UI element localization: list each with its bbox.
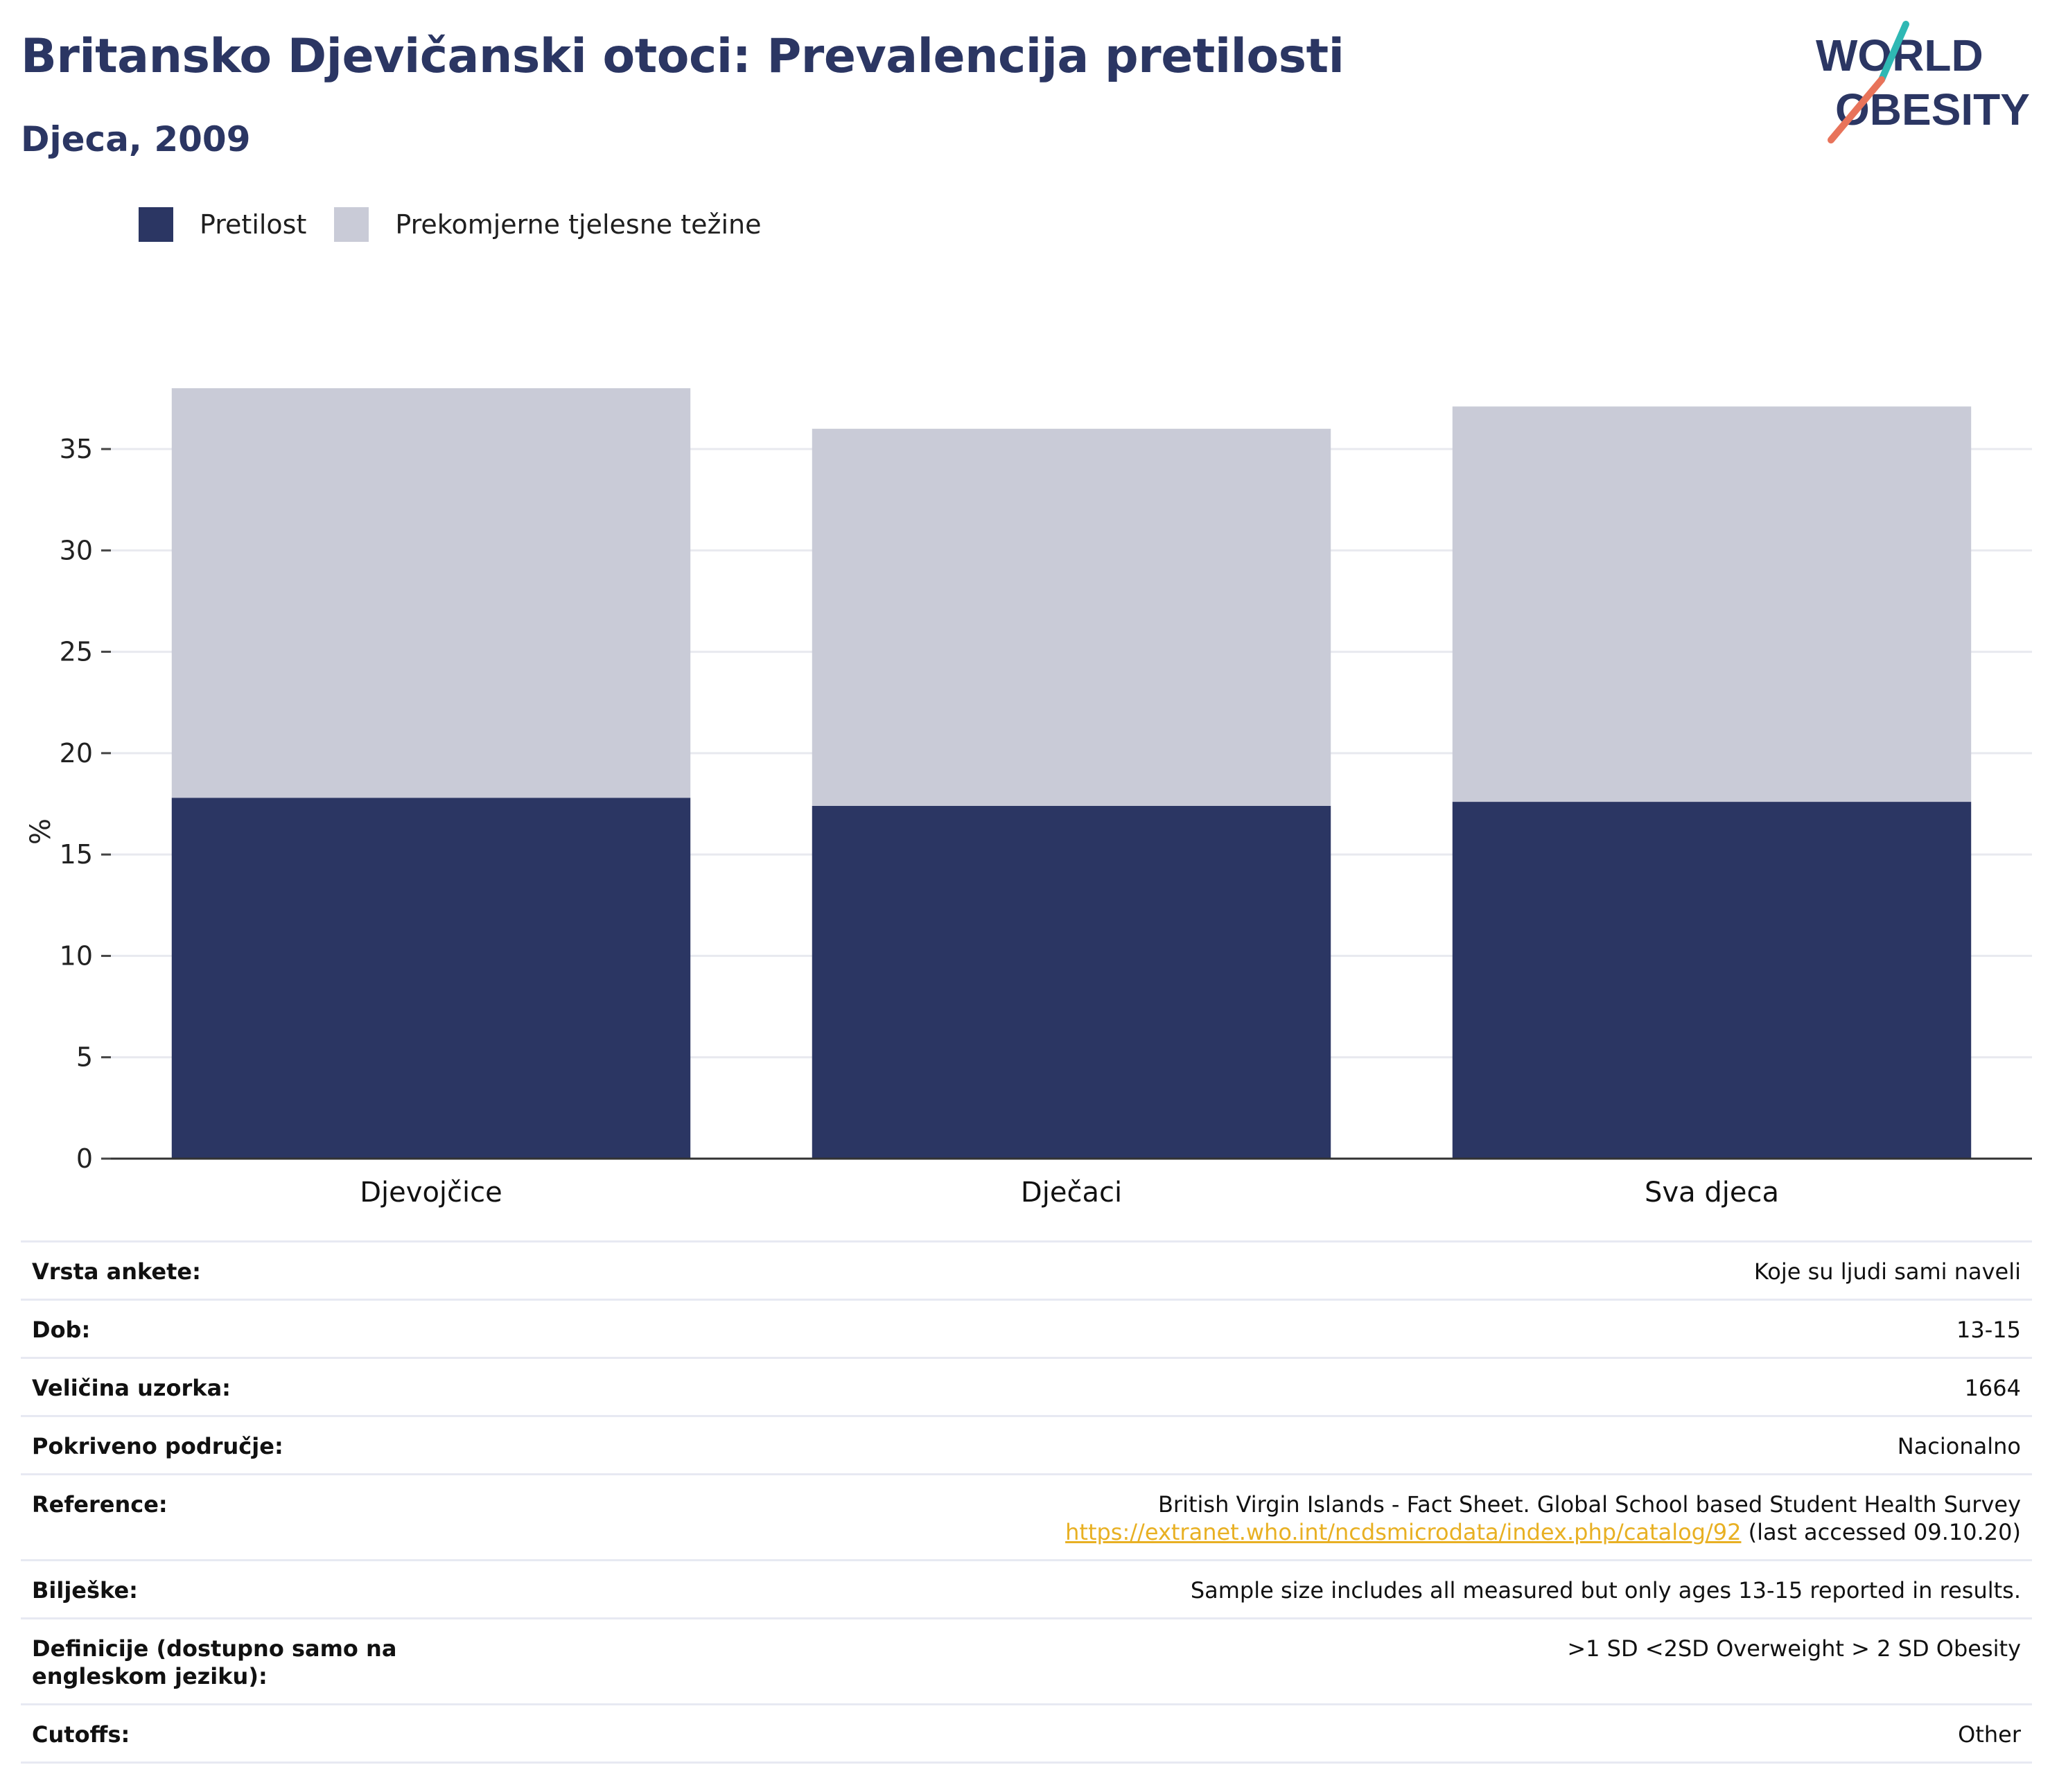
meta-key: Cutoffs: <box>21 1704 528 1764</box>
meta-row: Vrsta ankete: Koje su ljudi sami naveli <box>21 1240 2032 1301</box>
chart-title: Britansko Djevičanski otoci: Prevalencij… <box>21 29 1344 84</box>
meta-row: Definicije (dostupno samo na engleskom j… <box>21 1618 2032 1705</box>
y-tick-label: 20 <box>60 738 93 768</box>
y-tick-label: 15 <box>60 839 93 870</box>
legend-label-overweight: Prekomjerne tjelesne težine <box>395 209 762 240</box>
bar-overweight <box>1452 406 1972 802</box>
legend-item-overweight[interactable]: Prekomjerne tjelesne težine <box>334 207 762 242</box>
reference-link[interactable]: https://extranet.who.int/ncdsmicrodata/i… <box>1065 1519 1742 1545</box>
y-tick-label: 10 <box>60 940 93 971</box>
meta-value: >1 SD <2SD Overweight > 2 SD Obesity <box>528 1618 2032 1705</box>
meta-key: Veličina uzorka: <box>21 1358 528 1417</box>
bar-obesity <box>1452 802 1972 1159</box>
reference-text: British Virgin Islands - Fact Sheet. Glo… <box>1157 1491 2021 1518</box>
meta-row: Veličina uzorka: 1664 <box>21 1358 2032 1417</box>
meta-value: Other <box>528 1704 2032 1764</box>
y-tick-label: 35 <box>60 434 93 464</box>
y-tick-label: 30 <box>60 535 93 565</box>
meta-value: Koje su ljudi sami naveli <box>528 1240 2032 1301</box>
x-tick-label: Dječaci <box>1021 1177 1122 1209</box>
y-tick-label: 0 <box>76 1143 93 1174</box>
bar-obesity <box>812 805 1331 1159</box>
meta-key: Definicije (dostupno samo na engleskom j… <box>21 1618 528 1705</box>
meta-row: Bilješke: Sample size includes all measu… <box>21 1560 2032 1619</box>
x-tick-label: Djevojčice <box>360 1177 502 1209</box>
survey-metadata-table: Vrsta ankete: Koje su ljudi sami naveli … <box>21 1240 2032 1764</box>
meta-row: Pokriveno područje: Nacionalno <box>21 1416 2032 1475</box>
y-tick-label: 25 <box>60 637 93 667</box>
meta-value: 1664 <box>528 1358 2032 1417</box>
meta-value: 13-15 <box>528 1299 2032 1359</box>
legend-swatch-obesity <box>139 207 173 242</box>
chart-subtitle: Djeca, 2009 <box>21 119 251 159</box>
meta-key: Pokriveno područje: <box>21 1416 528 1475</box>
legend-label-obesity: Pretilost <box>200 209 307 240</box>
legend-swatch-overweight <box>334 207 369 242</box>
x-tick-label: Sva djeca <box>1645 1177 1779 1209</box>
reference-accessed: (last accessed 09.10.20) <box>1748 1519 2021 1545</box>
meta-row-reference: Reference: British Virgin Islands - Fact… <box>21 1474 2032 1561</box>
meta-row: Dob: 13-15 <box>21 1299 2032 1359</box>
meta-value-reference: British Virgin Islands - Fact Sheet. Glo… <box>528 1474 2032 1561</box>
meta-row: Cutoffs: Other <box>21 1704 2032 1764</box>
bar-overweight <box>812 428 1331 806</box>
bar-overweight <box>171 388 691 798</box>
stacked-bar-chart: 0 5 10 15 20 25 30 35% Djevojčice Dječaci Sva djec… <box>25 388 2032 1209</box>
logo-slash-teal <box>1878 21 1909 83</box>
meta-key: Reference: <box>21 1474 528 1561</box>
y-tick-label: 5 <box>76 1042 93 1073</box>
meta-key: Bilješke: <box>21 1560 528 1619</box>
meta-key: Dob: <box>21 1299 528 1359</box>
meta-value: Sample size includes all measured but on… <box>528 1560 2032 1619</box>
logo-slash-coral <box>1828 76 1885 143</box>
meta-value: Nacionalno <box>528 1416 2032 1475</box>
legend-item-obesity[interactable]: Pretilost <box>139 207 306 242</box>
bar-obesity <box>171 798 691 1159</box>
y-axis-label: % <box>25 818 57 845</box>
meta-key: Vrsta ankete: <box>21 1240 528 1301</box>
legend: Pretilost Prekomjerne tjelesne težine <box>139 206 789 243</box>
world-obesity-logo: WORLD OBESITY <box>1816 21 2030 143</box>
